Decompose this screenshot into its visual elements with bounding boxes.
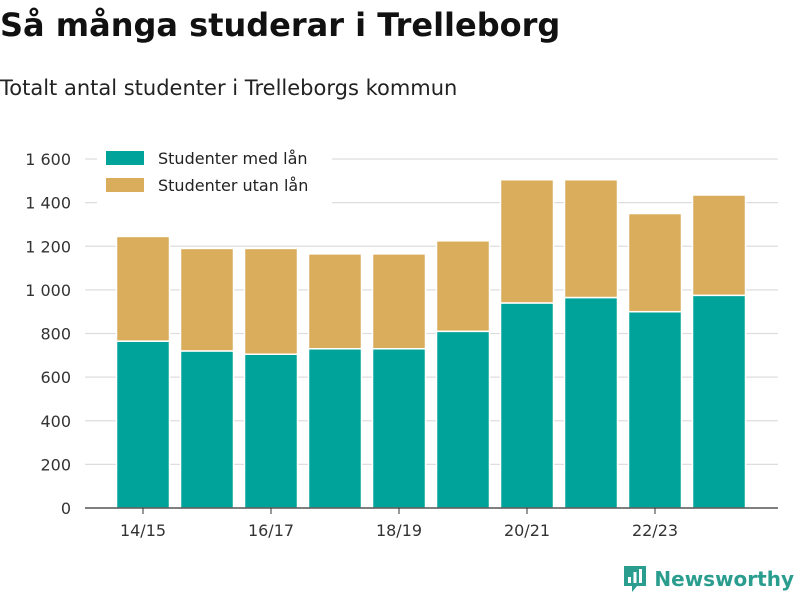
bar-utan-lan [563, 178, 619, 299]
bar-utan-lan [115, 235, 171, 342]
bar-med-lan [307, 348, 363, 509]
x-tick-label: 22/23 [632, 521, 678, 540]
bar-utan-lan [179, 247, 235, 352]
newsworthy-chart-icon [624, 566, 647, 592]
bar-med-lan [371, 348, 427, 509]
x-tick-label: 20/21 [504, 521, 550, 540]
newsworthy-logo: Newsworthy [622, 564, 794, 594]
bar-utan-lan [627, 212, 683, 313]
legend-label: Studenter utan lån [158, 176, 308, 195]
bar-med-lan [627, 310, 683, 509]
logo-text: Newsworthy [654, 567, 794, 591]
bar-med-lan [243, 353, 299, 509]
bar-med-lan [179, 350, 235, 509]
x-tick-label: 18/19 [376, 521, 422, 540]
x-tick-label: 14/15 [120, 521, 166, 540]
bar-utan-lan [371, 253, 427, 350]
y-tick-label: 600 [40, 368, 71, 387]
y-tick-label: 0 [61, 499, 71, 518]
bar-med-lan [435, 330, 491, 509]
bar-med-lan [563, 296, 619, 509]
bar-utan-lan [243, 247, 299, 355]
y-tick-label: 1 200 [25, 237, 71, 256]
y-tick-label: 1 400 [25, 194, 71, 213]
y-tick-label: 200 [40, 455, 71, 474]
y-tick-label: 1 600 [25, 150, 71, 169]
y-tick-label: 400 [40, 412, 71, 431]
x-tick-label: 16/17 [248, 521, 294, 540]
bar-utan-lan [691, 194, 747, 297]
legend-swatch [106, 178, 144, 192]
legend-swatch [106, 151, 144, 165]
y-tick-label: 1 000 [25, 281, 71, 300]
bar-med-lan [691, 294, 747, 509]
chart-title: Så många studerar i Trelleborg [0, 6, 561, 44]
legend-label: Studenter med lån [158, 149, 308, 168]
chart-subtitle: Totalt antal studenter i Trelleborgs kom… [0, 76, 458, 100]
bar-med-lan [499, 302, 555, 509]
y-tick-label: 800 [40, 325, 71, 344]
bar-utan-lan [435, 240, 491, 333]
bar-utan-lan [499, 178, 555, 304]
bar-utan-lan [307, 253, 363, 350]
bar-med-lan [115, 340, 171, 509]
